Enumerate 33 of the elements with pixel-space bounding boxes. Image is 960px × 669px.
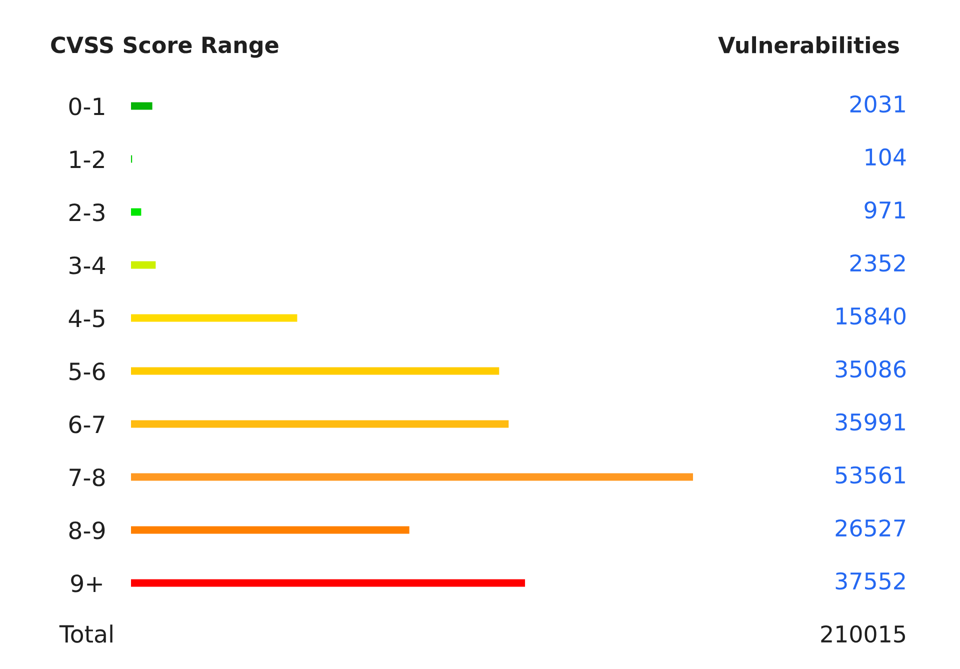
- bar: [131, 420, 509, 428]
- text: 210015: [821, 625, 905, 643]
- data-label: 971: [864, 201, 905, 219]
- y-tick-label: 8-9: [69, 521, 105, 540]
- bar: [131, 526, 410, 534]
- y-tick-label: 2-3: [69, 203, 104, 222]
- data-label: 53561: [836, 466, 905, 484]
- y-tick-label: 5-6: [70, 362, 105, 380]
- bar: [131, 314, 298, 322]
- bar: [131, 367, 500, 375]
- y-tick-label: 6-7: [69, 415, 104, 434]
- bar: [131, 261, 156, 269]
- bar: [131, 579, 526, 587]
- data-label: 26527: [836, 519, 906, 537]
- bar: [131, 208, 142, 216]
- y-axis-title: CVSS Score Range: [51, 36, 278, 58]
- bar: [131, 102, 152, 110]
- data-label: 104: [866, 148, 906, 166]
- y-tick-label: 9+: [71, 574, 102, 592]
- data-label: 15840: [836, 307, 906, 325]
- text: Total: [59, 624, 112, 643]
- y-tick-label: 7-8: [70, 468, 105, 486]
- y-tick-label: 4-5: [68, 310, 104, 328]
- data-label: 2031: [850, 95, 905, 113]
- y-tick-label: 3-4: [70, 256, 105, 274]
- y-tick-label: 0-1: [69, 97, 104, 116]
- x-axis-title: Vulnerabilities: [718, 36, 899, 54]
- data-label: 35991: [836, 413, 905, 431]
- bar: [131, 473, 693, 481]
- data-label: 35086: [836, 360, 906, 378]
- y-tick-label: 1-2: [70, 150, 104, 168]
- data-label: 37552: [836, 572, 905, 590]
- data-label: 2352: [850, 254, 905, 272]
